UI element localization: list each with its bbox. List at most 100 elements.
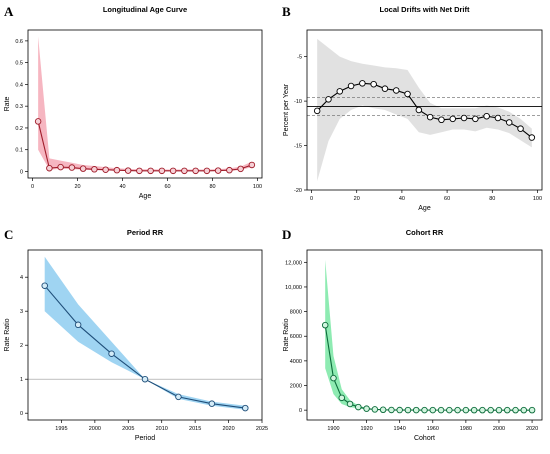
data-point — [528, 406, 536, 414]
data-point — [203, 167, 211, 175]
data-point — [412, 406, 420, 414]
data-point — [248, 161, 256, 169]
x-tick-label: 40 — [399, 196, 405, 202]
x-tick-label: 2015 — [189, 426, 201, 432]
data-point — [68, 164, 76, 171]
y-axis-label: Rate Ratio — [4, 318, 11, 351]
panel-letter: D — [282, 227, 291, 242]
data-point — [370, 80, 377, 88]
x-axis-label: Age — [139, 193, 152, 200]
x-tick-label: 20 — [74, 184, 80, 190]
data-point — [321, 321, 329, 329]
chart-title: Local Drifts with Net Drift — [379, 5, 470, 14]
data-point — [242, 404, 249, 412]
data-point — [57, 163, 64, 171]
data-point — [46, 164, 53, 172]
data-point — [437, 406, 445, 414]
confidence-band — [325, 259, 533, 411]
y-tick-label: 12,000 — [285, 260, 302, 266]
data-point — [347, 82, 355, 90]
x-axis-label: Cohort — [414, 435, 435, 442]
panel-letter: A — [4, 4, 14, 19]
data-point — [336, 88, 344, 95]
data-point — [446, 406, 453, 414]
x-tick-label: 2005 — [122, 426, 134, 432]
y-tick-label: 0.3 — [15, 104, 23, 110]
data-point — [124, 167, 132, 174]
data-point — [181, 167, 188, 175]
y-tick-label: 1 — [20, 377, 23, 383]
data-point — [237, 165, 244, 173]
data-point — [169, 167, 177, 175]
data-point — [479, 406, 486, 414]
data-point — [404, 406, 412, 414]
data-point — [79, 165, 87, 172]
x-tick-label: 0 — [31, 184, 34, 190]
y-tick-label: 0 — [20, 169, 23, 175]
y-tick-label: 2000 — [290, 384, 302, 390]
data-point — [517, 125, 524, 132]
panel-a: A Longitudinal Age Curve Age Rate 0 20 40 60 80 1… — [4, 4, 263, 200]
panel-b: B Local Drifts with Net Drift Age Percent p… — [282, 4, 543, 212]
y-tick-label: 10,000 — [285, 285, 302, 291]
data-point — [462, 406, 470, 414]
data-point — [415, 106, 423, 114]
x-tick-label: 1960 — [427, 426, 439, 432]
y-axis-label: Rate — [4, 97, 11, 112]
data-point — [113, 166, 121, 174]
x-tick-label: 1900 — [327, 426, 339, 432]
x-tick-label: 1980 — [460, 426, 472, 432]
x-tick-label: 80 — [209, 184, 215, 190]
x-tick-label: 0 — [310, 196, 313, 202]
panel-letter: C — [4, 227, 13, 242]
y-tick-label: 0.4 — [15, 82, 23, 88]
data-point — [371, 406, 379, 413]
y-tick-label: 2 — [20, 343, 23, 349]
y-axis-label: Rate Ratio — [283, 318, 290, 351]
data-point — [330, 374, 337, 382]
data-point — [379, 406, 387, 414]
y-tick-label: 8000 — [290, 310, 302, 316]
data-point — [429, 406, 437, 414]
y-tick-label: 0.2 — [15, 126, 23, 132]
x-tick-label: 1995 — [55, 426, 67, 432]
data-point — [470, 406, 478, 414]
x-tick-label: 100 — [253, 184, 262, 190]
y-tick-label: -20 — [294, 188, 302, 194]
data-point — [141, 375, 149, 383]
data-point — [393, 87, 400, 94]
data-point — [483, 112, 490, 120]
data-point — [313, 107, 321, 115]
data-point — [147, 167, 154, 175]
y-tick-label: -15 — [294, 144, 302, 150]
data-point — [108, 350, 115, 357]
data-point — [338, 394, 346, 402]
data-point — [426, 113, 434, 121]
plot-frame — [27, 249, 263, 421]
data-point — [505, 119, 513, 126]
y-tick-label: 4000 — [290, 359, 302, 365]
data-point — [346, 400, 354, 408]
data-point — [325, 96, 332, 103]
data-point — [192, 167, 199, 175]
confidence-band — [317, 38, 532, 182]
x-tick-label: 40 — [119, 184, 125, 190]
y-tick-label: 4 — [20, 275, 23, 281]
confidence-band — [44, 256, 246, 410]
data-point — [381, 85, 389, 92]
x-tick-label: 1920 — [360, 426, 372, 432]
data-point — [34, 118, 42, 125]
x-tick-label: 60 — [444, 196, 450, 202]
y-tick-label: 0.6 — [15, 39, 23, 45]
x-tick-label: 20 — [354, 196, 360, 202]
panel-letter: B — [282, 4, 291, 19]
x-tick-label: 2000 — [89, 426, 101, 432]
data-point — [41, 282, 48, 289]
data-point — [136, 167, 143, 175]
y-tick-label: -5 — [297, 55, 302, 61]
y-tick-label: 3 — [20, 309, 23, 315]
x-tick-label: 2020 — [526, 426, 538, 432]
y-tick-label: 6000 — [290, 334, 302, 340]
data-point — [421, 406, 428, 414]
